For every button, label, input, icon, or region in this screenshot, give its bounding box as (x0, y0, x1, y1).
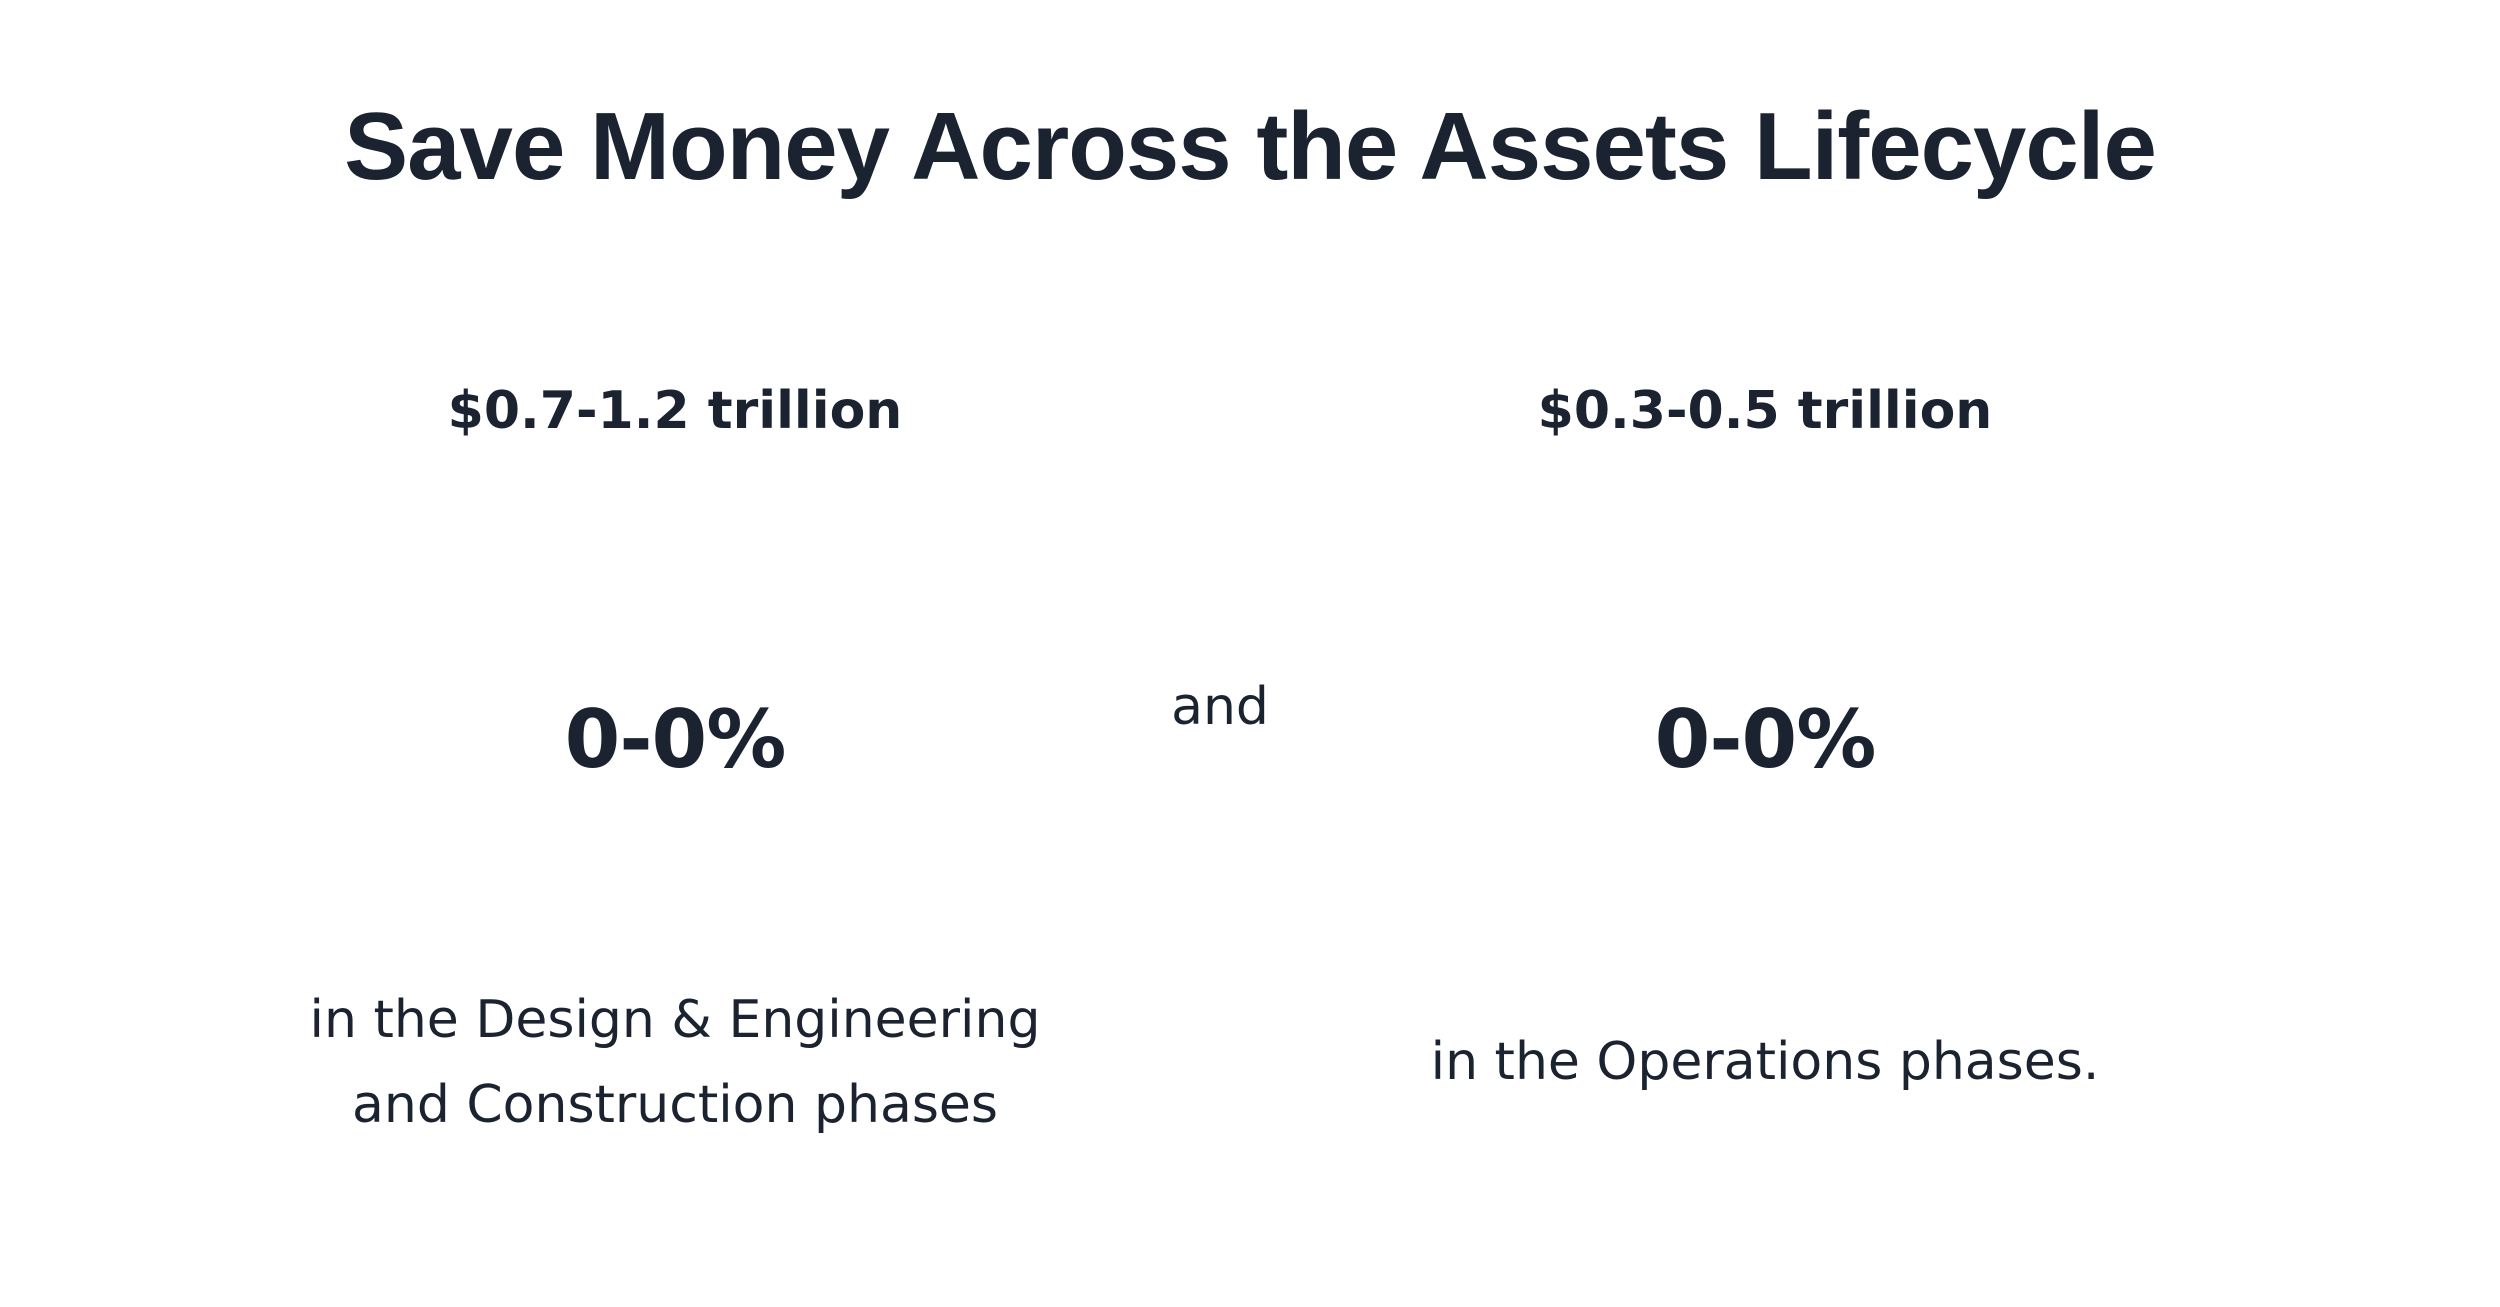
stat-phase-text: in the Design & Engineering and Construc… (309, 990, 1041, 1135)
section-heading: Save Money Across the Assets Lifecycle (344, 93, 2157, 200)
stat-phase-text: in the Operations phases. (1430, 1032, 2100, 1092)
stat-amount: $0.3-0.5 trillion (1537, 381, 1993, 441)
stat-percent: 0-0% (564, 693, 787, 786)
stat-percent: 0-0% (1654, 693, 1877, 786)
connector-text: and (1171, 677, 1269, 737)
stat-amount: $0.7-1.2 trillion (447, 381, 903, 441)
